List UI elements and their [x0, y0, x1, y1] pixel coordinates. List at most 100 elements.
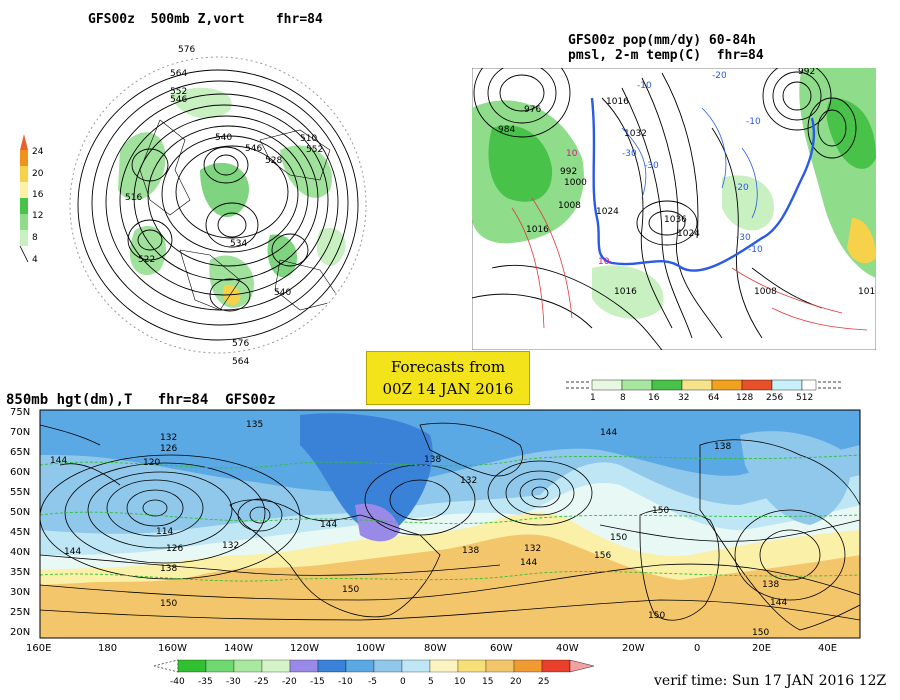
hgt-label: 150	[648, 611, 665, 621]
isobar-label: 1024	[596, 207, 619, 217]
temp-label: -10	[748, 245, 763, 255]
lon-label: 100W	[356, 643, 385, 653]
lat-label: 20N	[10, 627, 30, 638]
hgt-label: 144	[320, 520, 337, 530]
hgt-label: 144	[600, 428, 617, 438]
vort-bar-label: 4	[32, 255, 38, 265]
temp-bar-label: 10	[454, 677, 466, 687]
lon-label: 160W	[158, 643, 187, 653]
lat-label: 30N	[10, 587, 30, 598]
polar-disc: 576 564 552 546 540 534 528 522 516 510 …	[69, 45, 367, 367]
z500-label: 576	[178, 45, 195, 55]
temp-label: -20	[712, 71, 727, 81]
hgt-label: 138	[424, 455, 441, 465]
hgt-label: 126	[166, 544, 183, 554]
title-pop-line1: GFS00z pop(mm/dy) 60-84h	[568, 33, 756, 48]
isobar-label: 992	[798, 68, 815, 77]
hgt-label: 138	[160, 564, 177, 574]
forecast-banner: Forecasts from 00Z 14 JAN 2016	[366, 351, 530, 405]
precip-bar-label: 8	[620, 393, 626, 403]
vort-bar-label: 24	[32, 147, 44, 157]
hgt-label: 150	[342, 585, 359, 595]
map-850mb: 132 126 120 144 114 126 132 138 144 135 …	[10, 407, 861, 653]
z500-label: 546	[245, 144, 262, 154]
lon-label: 80W	[424, 643, 447, 653]
hgt-label: 138	[762, 580, 779, 590]
lon-label: 40W	[556, 643, 579, 653]
isobar-label: 1016	[858, 287, 876, 297]
hgt-label: 150	[160, 599, 177, 609]
temp-bar-label: -10	[338, 677, 353, 687]
temp-bar-label: -35	[198, 677, 213, 687]
hgt-label: 150	[752, 628, 769, 638]
lat-label: 60N	[10, 467, 30, 478]
temp-bar-label: 20	[510, 677, 522, 687]
hgt-label: 144	[770, 598, 787, 608]
polar-map-500mb: 24 20 16 12 8 4	[19, 45, 367, 367]
vort-colorbar: 24 20 16 12 8 4	[19, 134, 44, 265]
temp-label: -30	[644, 161, 659, 171]
title-850mb: 850mb hgt(dm),T fhr=84 GFS00z	[6, 392, 276, 408]
title-pop-line2: pmsl, 2-m temp(C) fhr=84	[568, 48, 764, 63]
z500-label: 510	[300, 134, 317, 144]
hgt-label: 156	[594, 551, 611, 561]
z500-label: 552	[306, 145, 323, 155]
lat-label: 40N	[10, 547, 30, 558]
hgt-label: 144	[50, 456, 67, 466]
precip-bar-label: 512	[796, 393, 813, 403]
z500-label: 546	[170, 95, 187, 105]
isobar-label: 1016	[606, 97, 629, 107]
lat-label: 25N	[10, 607, 30, 618]
hgt-label: 126	[160, 444, 177, 454]
lon-label: 120W	[290, 643, 319, 653]
temp-label: -30	[622, 149, 637, 159]
lon-label: 160E	[26, 643, 51, 653]
hgt-label: 135	[246, 420, 263, 430]
isobar-label: 1024	[677, 229, 700, 239]
z500-label: 516	[125, 193, 142, 203]
vort-bar-label: 12	[32, 211, 43, 221]
temp-label: -30	[736, 233, 751, 243]
hgt-label: 132	[160, 433, 177, 443]
z500-label: 528	[265, 156, 282, 166]
temp-bar-label: -25	[254, 677, 269, 687]
z500-label: 552	[170, 87, 187, 97]
z500-label: 564	[232, 357, 249, 367]
isobar-label: 1016	[526, 225, 549, 235]
precip-bar-label: 64	[708, 393, 720, 403]
isobar-label: 984	[498, 125, 515, 135]
isobar-label: 1000	[564, 178, 587, 188]
temp-bar-label: 15	[482, 677, 493, 687]
temp-label: 10	[566, 149, 578, 159]
isobar-label: 976	[524, 105, 541, 115]
lat-label: 65N	[10, 447, 30, 458]
z500-label: 522	[138, 255, 155, 265]
z500-label: 576	[232, 339, 249, 349]
z500-label: 564	[170, 69, 187, 79]
z500-label: 534	[230, 239, 247, 249]
lat-label: 45N	[10, 527, 30, 538]
temp-bar-label: -5	[368, 677, 377, 687]
lon-label: 180	[98, 643, 117, 653]
lat-label: 55N	[10, 487, 30, 498]
banner-line2: 00Z 14 JAN 2016	[382, 380, 514, 398]
isobar-label: 1008	[558, 201, 581, 211]
lon-label: 140W	[224, 643, 253, 653]
hgt-label: 132	[460, 476, 477, 486]
hgt-label: 132	[524, 544, 541, 554]
vort-bar-label: 20	[32, 169, 44, 179]
z500-label: 540	[215, 133, 232, 143]
precip-bar-label: 256	[766, 393, 783, 403]
hgt-label: 150	[610, 533, 627, 543]
precip-colorbar: 1 8 16 32 64 128 256 512	[566, 379, 842, 403]
hgt-label: 144	[520, 558, 537, 568]
temp-bar-label: -40	[170, 677, 185, 687]
lon-label: 20W	[622, 643, 645, 653]
temp-label: -10	[746, 117, 761, 127]
hgt-label: 132	[222, 541, 239, 551]
precip-bar-label: 128	[736, 393, 753, 403]
precip-bar-label: 1	[590, 393, 596, 403]
temp-colorbar: -40 -35 -30 -25 -20 -15 -10 -5 0 5 10 15…	[153, 659, 595, 687]
isobar-label: 1008	[754, 287, 777, 297]
temp-label: -20	[734, 183, 749, 193]
